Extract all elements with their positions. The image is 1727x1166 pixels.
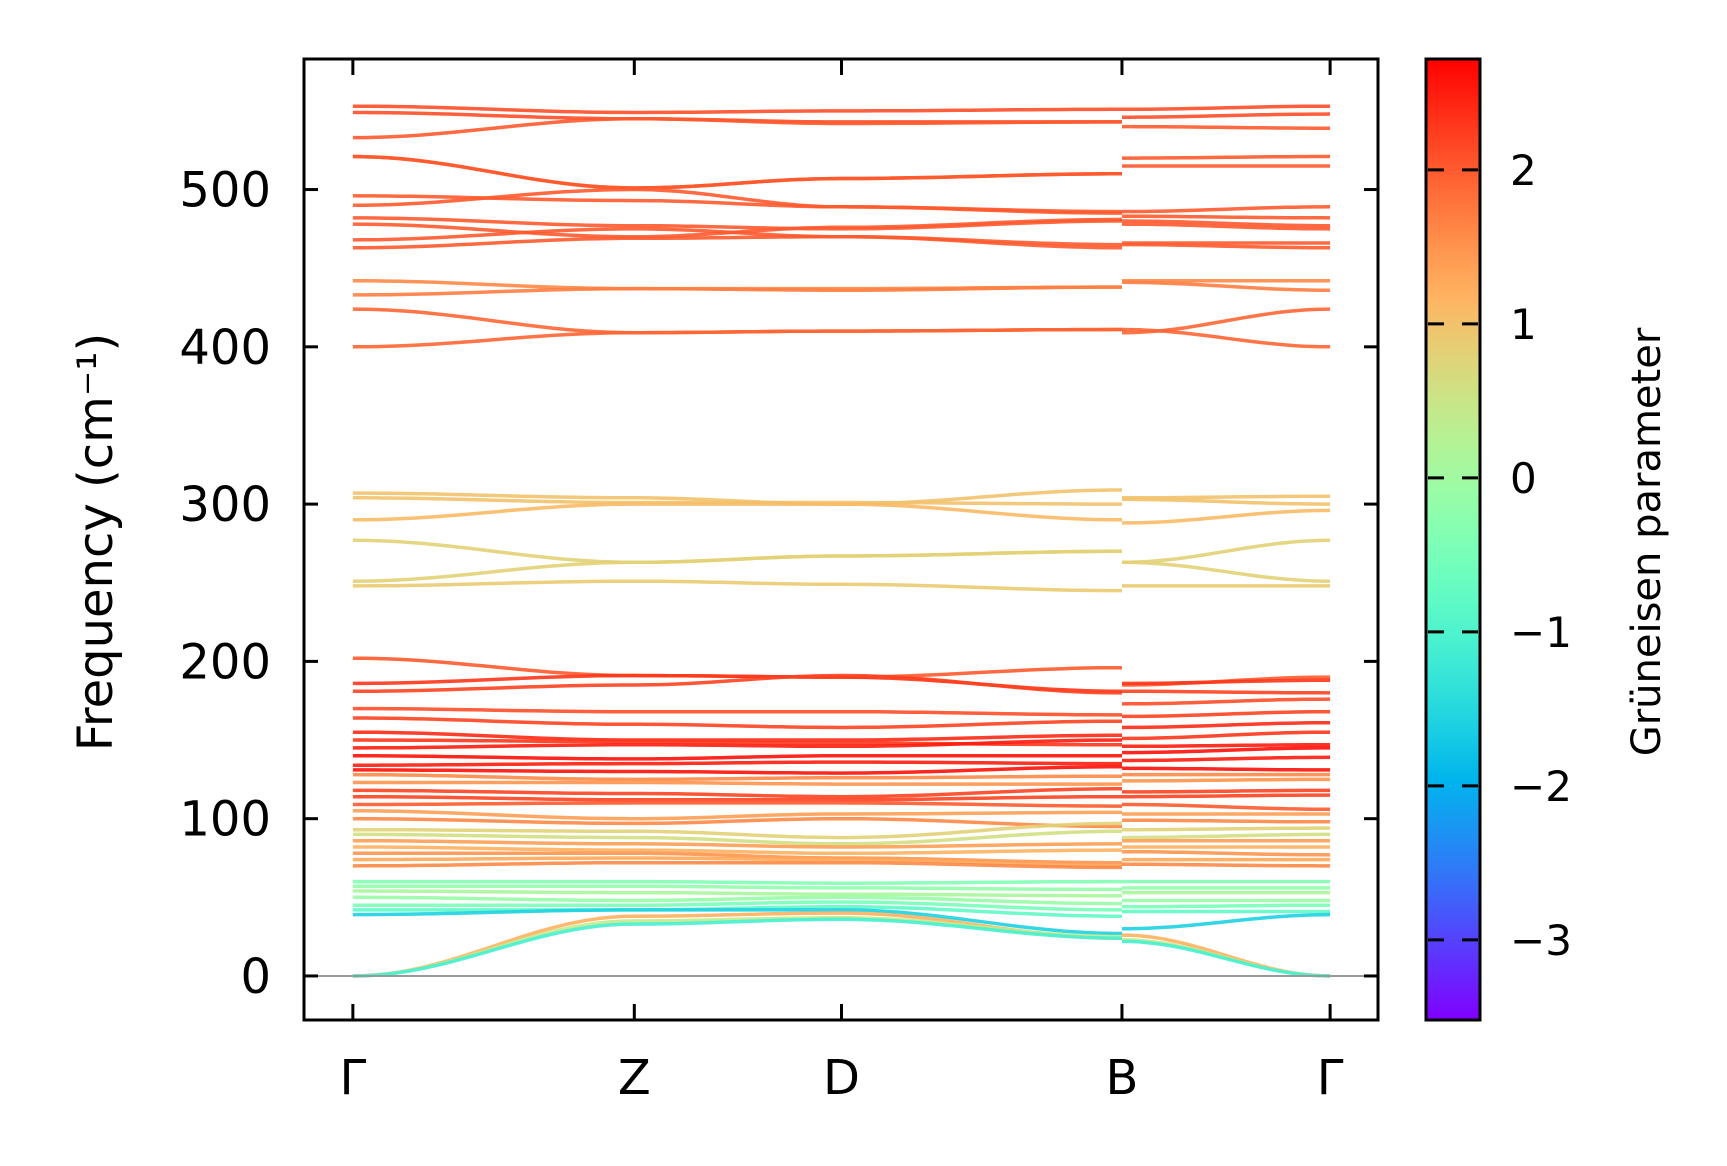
band-line-34	[352, 787, 1331, 799]
colorbar-tick-label: 0	[1510, 454, 1537, 503]
band-line-4	[352, 154, 1331, 190]
x-tick-label: B	[1105, 1050, 1138, 1106]
band-line-55	[352, 917, 1331, 978]
band-line-18	[352, 538, 1331, 565]
band-line-28	[352, 738, 1331, 750]
band-line-20	[352, 579, 1331, 593]
y-tick-label: 300	[179, 477, 271, 533]
band-line-30	[352, 755, 1331, 767]
band-line-39	[352, 821, 1331, 840]
band-line-1	[352, 110, 1331, 124]
band-line-52	[352, 908, 1331, 936]
y-axis-ticks: 0 100 200 300 400 500	[179, 163, 1378, 1005]
band-line-33	[352, 777, 1331, 786]
band-line-2	[352, 117, 1331, 140]
band-line-23	[352, 673, 1331, 695]
band-line-12	[352, 280, 1331, 297]
band-line-43	[352, 849, 1331, 865]
y-tick-label: 200	[179, 634, 271, 690]
colorbar-tick-label: −2	[1510, 762, 1572, 811]
band-line-31	[352, 765, 1331, 775]
band-line-50	[352, 900, 1331, 912]
band-line-6	[352, 187, 1331, 220]
band-line-45	[352, 860, 1331, 870]
band-line-35	[352, 793, 1331, 802]
band-line-19	[352, 549, 1331, 583]
axes-frame	[302, 57, 1380, 1022]
y-tick-label: 500	[179, 163, 271, 219]
band-line-44	[352, 856, 1331, 868]
x-tick-label: Z	[618, 1050, 651, 1106]
band-line-0	[352, 104, 1331, 115]
band-line-13	[352, 307, 1331, 335]
band-line-47	[352, 884, 1331, 892]
y-tick-label: 400	[179, 320, 271, 376]
band-line-40	[352, 829, 1331, 846]
band-lines	[352, 104, 1331, 978]
colorbar-label: Grüneisen parameter	[1624, 327, 1670, 756]
band-line-17	[352, 502, 1331, 525]
band-line-14	[352, 327, 1331, 349]
band-line-29	[352, 746, 1331, 761]
band-line-37	[352, 809, 1331, 821]
band-line-25	[352, 709, 1331, 730]
band-line-49	[352, 895, 1331, 906]
y-tick-label: 0	[240, 949, 271, 1005]
x-tick-label: Γ	[1317, 1050, 1344, 1106]
band-line-53	[352, 911, 1331, 978]
band-line-42	[352, 845, 1331, 856]
x-tick-label: Γ	[339, 1050, 366, 1106]
colorbar	[1424, 57, 1482, 1022]
colorbar-tick-label: 1	[1510, 300, 1537, 349]
y-tick-label: 100	[179, 792, 271, 848]
band-line-32	[352, 772, 1331, 782]
x-tick-label: D	[823, 1050, 860, 1106]
y-axis-label: Frequency (cm⁻¹)	[68, 333, 124, 751]
colorbar-tick-label: −3	[1510, 916, 1572, 965]
band-line-48	[352, 889, 1331, 898]
colorbar-tick-label: −1	[1510, 608, 1572, 657]
band-line-38	[352, 816, 1331, 829]
band-line-41	[352, 838, 1331, 849]
band-line-46	[352, 879, 1331, 885]
colorbar-ticks: 2 1 0 −1 −2 −3	[1428, 146, 1572, 965]
band-line-10	[352, 234, 1331, 250]
colorbar-tick-label: 2	[1510, 146, 1537, 195]
band-line-26	[352, 720, 1331, 742]
band-line-24	[352, 697, 1331, 717]
band-line-36	[352, 801, 1331, 811]
